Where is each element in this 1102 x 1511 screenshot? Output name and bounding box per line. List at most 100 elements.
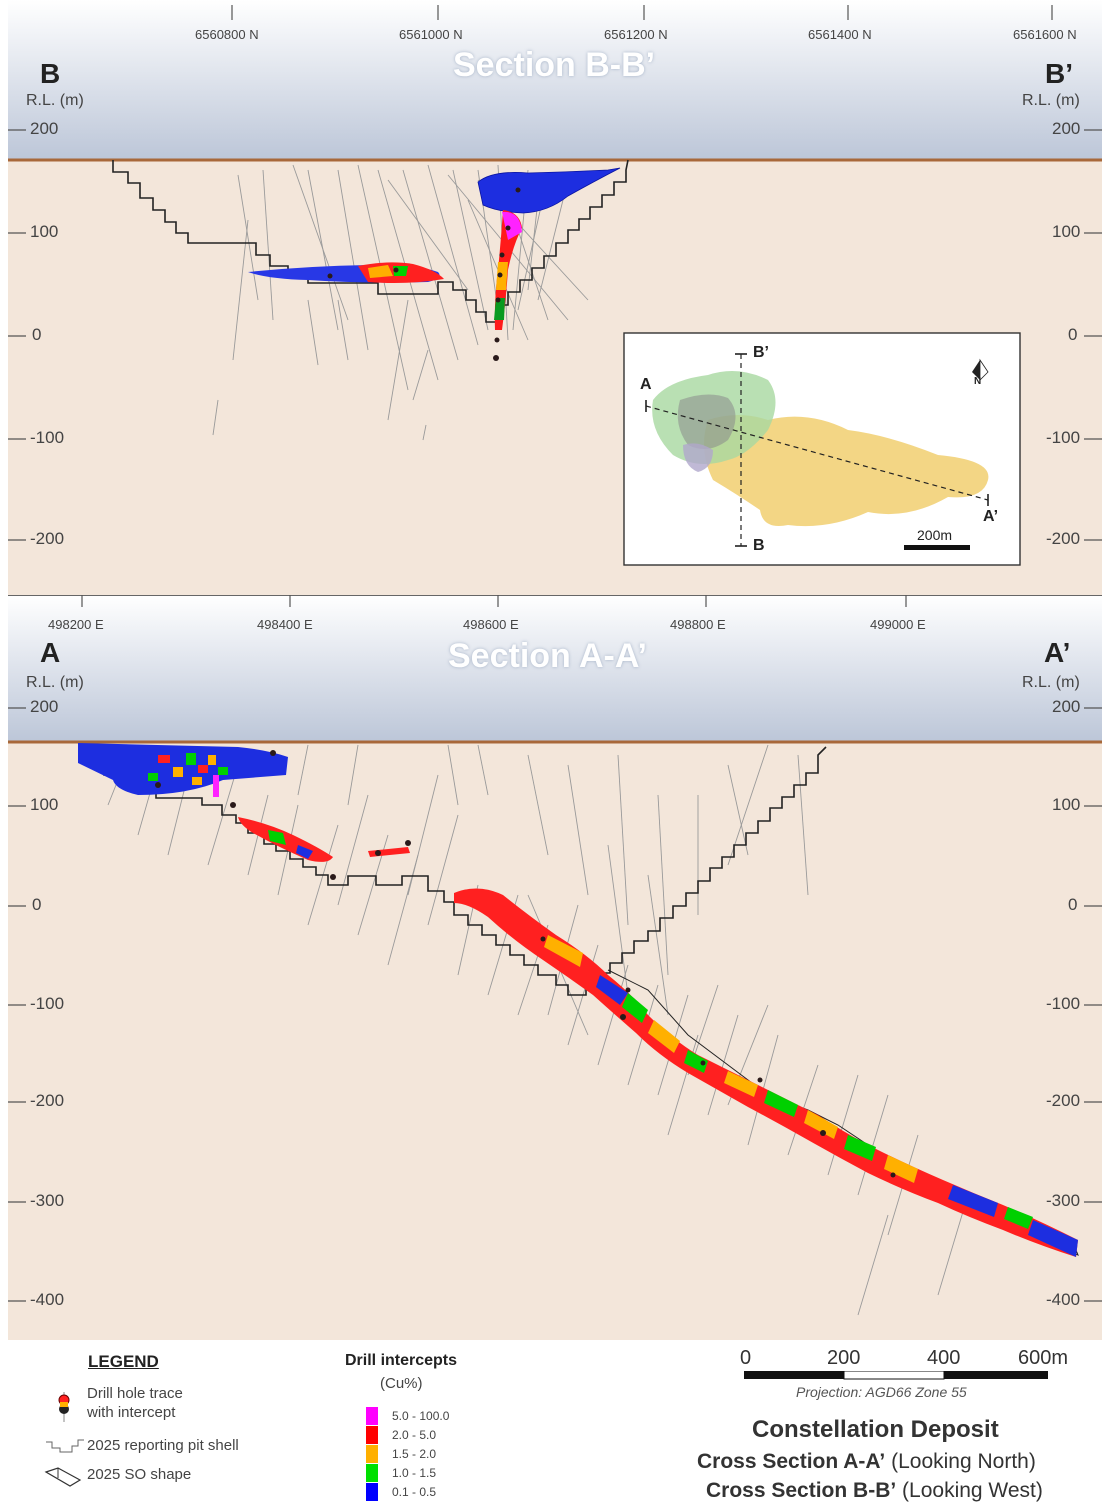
- elevation-label: -100: [30, 428, 65, 447]
- pipe-magenta-b: [502, 211, 522, 240]
- tick-label: 498400 E: [257, 617, 313, 632]
- intercept-dots-a: [155, 750, 896, 1178]
- elevation-label: -100: [1046, 994, 1081, 1013]
- tick-label: 6561600 N: [1013, 27, 1077, 42]
- elevation-label: 100: [30, 795, 59, 814]
- scale-label: 400: [927, 1347, 961, 1369]
- projection-note: Projection: AGD66 Zone 55: [796, 1384, 967, 1400]
- elevation-label: 100: [1052, 222, 1081, 241]
- cross-section-a-direction: (Looking North): [885, 1450, 1036, 1473]
- section-a-panel: 498200 E 498400 E 498600 E 498800 E 4990…: [8, 595, 1102, 1340]
- orebody-main-a: [454, 888, 1078, 1257]
- grade-label: 2.0 - 5.0: [392, 1428, 437, 1442]
- elevation-label: -200: [1046, 1091, 1081, 1110]
- cross-section-b-caption: Cross Section B-B’ (Looking West): [706, 1479, 1043, 1503]
- orebody-main-a-mix: [544, 935, 1078, 1257]
- elevation-label: 0: [1068, 325, 1078, 344]
- cross-section-a-name: Cross Section A-A’: [697, 1450, 886, 1473]
- grade-label: 1.5 - 2.0: [392, 1447, 437, 1461]
- cross-section-b-name: Cross Section B-B’: [706, 1479, 897, 1502]
- orebody-limb-blue-a: [296, 845, 313, 859]
- deposit-title: Constellation Deposit: [752, 1416, 999, 1443]
- grade-label: 0.1 - 0.5: [392, 1485, 437, 1499]
- pit-shell-a: [80, 746, 827, 996]
- pit-shell-b: [112, 159, 629, 323]
- inset-orebody-yellow: [704, 415, 989, 527]
- elevation-label: 100: [30, 222, 59, 241]
- section-right-letter: A’: [1044, 637, 1071, 668]
- intercepts-title: Drill intercepts: [345, 1352, 458, 1369]
- sky-band: [8, 0, 1102, 160]
- inset-orebody-purple: [683, 443, 713, 472]
- tick-label: 499000 E: [870, 617, 926, 632]
- intercepts-unit: (Cu%): [380, 1375, 423, 1392]
- section-b-plot: [8, 0, 1102, 595]
- legend-drill-trace-line1: Drill hole trace: [87, 1385, 183, 1402]
- pit-shell-icon: [46, 1439, 84, 1453]
- rl-label-right: R.L. (m): [1022, 92, 1080, 109]
- inset-scale-bar: [904, 545, 970, 550]
- elevation-label: 0: [32, 895, 42, 914]
- pipe-green-b: [494, 298, 505, 320]
- grade-label: 5.0 - 100.0: [392, 1409, 450, 1423]
- rl-label-right: R.L. (m): [1022, 674, 1080, 691]
- elevation-label: 200: [1052, 697, 1081, 716]
- so-shape-icon: [44, 1467, 82, 1487]
- inset-scale-label: 200m: [917, 527, 953, 543]
- grade-label: 1.0 - 1.5: [392, 1466, 437, 1480]
- orebody-blue-a-mix: [148, 753, 228, 797]
- tick-label: 6561400 N: [808, 27, 872, 42]
- elevation-label: -200: [1046, 529, 1081, 548]
- inset-label-b-prime: B’: [753, 344, 769, 361]
- scale-bar: [744, 1371, 1048, 1380]
- elevation-label: 0: [1068, 895, 1078, 914]
- elevation-label: -100: [1046, 428, 1081, 447]
- section-left-letter: B: [40, 58, 61, 89]
- orebody-limb-green-a: [268, 830, 286, 845]
- section-title: Section A-A’: [448, 637, 647, 675]
- intercept-dots-b: [327, 187, 521, 361]
- elevation-ticks-b: [8, 5, 1102, 541]
- scale-label: 0: [740, 1347, 752, 1369]
- tick-label: 6561200 N: [604, 27, 668, 42]
- tick-label: 6560800 N: [195, 27, 259, 42]
- legend-drill-trace-line2: with intercept: [87, 1404, 176, 1421]
- elevation-label: -400: [1046, 1290, 1081, 1309]
- north-label: N: [974, 376, 982, 387]
- elevation-label: -100: [30, 994, 65, 1013]
- elevation-label: 100: [1052, 795, 1081, 814]
- location-inset: [623, 332, 1021, 566]
- section-right-letter: B’: [1045, 58, 1073, 89]
- inset-label-a-prime: A’: [983, 508, 999, 525]
- legend-so-shape: 2025 SO shape: [87, 1466, 192, 1483]
- cross-section-a-caption: Cross Section A-A’ (Looking North): [697, 1450, 1036, 1474]
- drill-trace-icon: [58, 1392, 70, 1422]
- legend-heading: LEGEND: [88, 1352, 159, 1371]
- section-a-plot: [8, 595, 1102, 1340]
- cross-section-b-direction: (Looking West): [896, 1479, 1043, 1502]
- legend-block: LEGEND Drill hole trace with intercept 2…: [0, 1340, 1102, 1511]
- elevation-label: -300: [1046, 1191, 1081, 1210]
- elevation-label: 200: [30, 119, 59, 138]
- grade-swatch: [366, 1483, 378, 1501]
- grade-swatch: [366, 1464, 378, 1482]
- tick-label: 6561000 N: [399, 27, 463, 42]
- sky-band: [8, 595, 1102, 742]
- inset-label-b: B: [753, 537, 765, 554]
- elevation-label: -200: [30, 1091, 65, 1110]
- legend-pit-shell: 2025 reporting pit shell: [87, 1437, 239, 1454]
- north-arrow-icon: [972, 360, 980, 380]
- grade-swatch: [366, 1426, 378, 1444]
- elevation-label: -400: [30, 1290, 65, 1309]
- tick-label: 498600 E: [463, 617, 519, 632]
- grade-swatch: [366, 1445, 378, 1463]
- grade-swatch: [366, 1407, 378, 1425]
- section-b-panel: 6560800 N 6561000 N 6561200 N 6561400 N …: [8, 0, 1102, 595]
- tick-label: 498200 E: [48, 617, 104, 632]
- rl-label-left: R.L. (m): [26, 674, 84, 691]
- north-arrow-light: [979, 358, 989, 381]
- elevation-ticks-a: [8, 595, 1102, 1302]
- orebody-flat-orange-b: [368, 265, 393, 278]
- inset-orebody-grey: [677, 394, 736, 449]
- section-title: Section B-B’: [453, 46, 656, 84]
